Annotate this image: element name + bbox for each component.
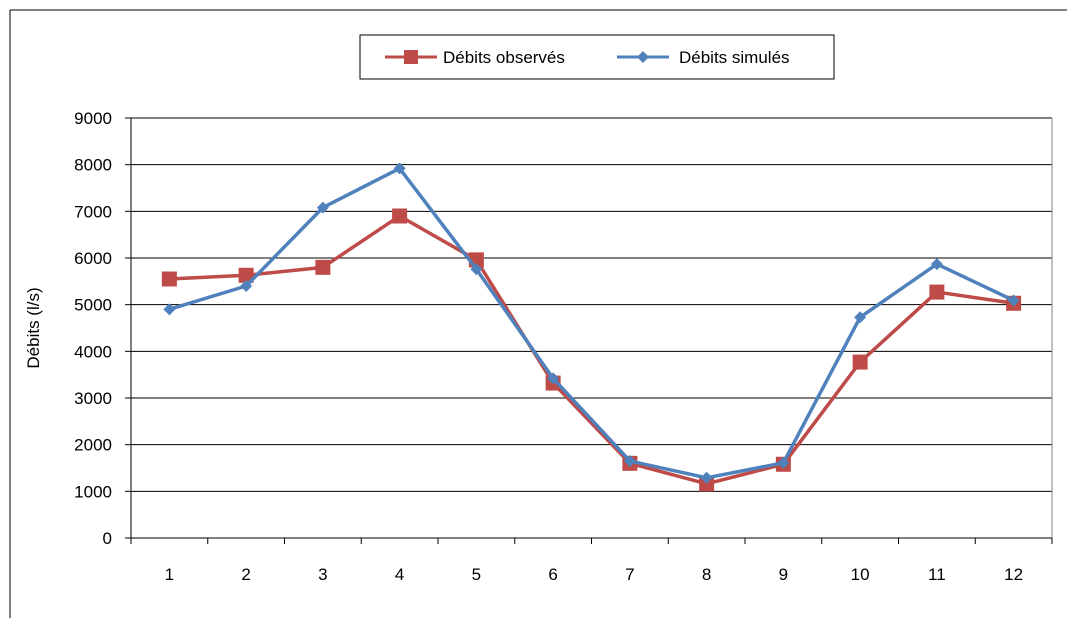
y-axis-title: Débits (l/s) <box>24 287 43 368</box>
legend-item-simulated: Débits simulés <box>617 48 790 67</box>
x-tick-label: 5 <box>472 565 481 584</box>
series-line <box>169 214 1014 486</box>
y-tick-label: 9000 <box>74 109 112 128</box>
data-point-square <box>929 284 945 300</box>
y-tick-label: 6000 <box>74 249 112 268</box>
series-observed <box>161 208 1022 492</box>
y-tick-label: 1000 <box>74 482 112 501</box>
data-point-diamond <box>700 471 713 484</box>
data-point-diamond <box>777 456 790 469</box>
x-tick-label: 8 <box>702 565 711 584</box>
x-tick-labels: 1 2 3 4 5 6 7 8 9 10 11 12 <box>165 565 1023 584</box>
data-point-square <box>699 476 715 492</box>
y-tick-label: 4000 <box>74 342 112 361</box>
x-tick-label: 9 <box>779 565 788 584</box>
y-tick-label: 5000 <box>74 296 112 315</box>
x-tick-label: 1 <box>165 565 174 584</box>
y-tick-labels: 0 1000 2000 3000 4000 5000 6000 7000 8000 9000 <box>74 109 112 548</box>
x-tick-label: 4 <box>395 565 404 584</box>
series-simulated <box>163 162 1020 484</box>
legend-box <box>359 34 835 80</box>
x-tick-label: 12 <box>1004 565 1023 584</box>
data-point-diamond <box>393 162 406 175</box>
y-tick-label: 2000 <box>74 436 112 455</box>
y-tick-label: 0 <box>103 529 112 548</box>
x-tick-label: 2 <box>241 565 250 584</box>
data-point-diamond <box>316 201 329 214</box>
legend-label-simulated: Débits simulés <box>679 48 790 67</box>
series-line <box>168 166 1015 480</box>
legend: Débits observés Débits simulés <box>359 34 835 80</box>
data-point-diamond <box>854 311 867 324</box>
y-tick-label: 7000 <box>74 202 112 221</box>
x-tick-label: 3 <box>318 565 327 584</box>
x-tick-label: 6 <box>548 565 557 584</box>
series <box>161 162 1022 492</box>
y-tick-label: 8000 <box>74 156 112 175</box>
data-point-diamond <box>930 258 943 271</box>
chart-border <box>9 9 1067 618</box>
data-point-diamond <box>623 455 636 467</box>
data-point-diamond <box>163 303 176 316</box>
data-point-diamond <box>240 280 253 292</box>
data-point-square <box>238 267 254 283</box>
data-point-square <box>852 354 868 370</box>
x-tick-label: 7 <box>625 565 634 584</box>
legend-item-observed: Débits observés <box>385 48 565 67</box>
data-point-diamond <box>470 263 483 276</box>
data-point-square <box>392 208 408 224</box>
x-tick-label: 10 <box>851 565 870 584</box>
data-point-square <box>315 259 331 275</box>
gridlines <box>131 117 1052 492</box>
data-point-square <box>161 271 177 287</box>
axes <box>125 117 1053 544</box>
y-tick-label: 3000 <box>74 389 112 408</box>
legend-label-observed: Débits observés <box>443 48 565 67</box>
data-point-diamond <box>547 372 560 385</box>
x-tick-label: 11 <box>928 565 946 584</box>
data-point-diamond <box>1007 294 1020 307</box>
